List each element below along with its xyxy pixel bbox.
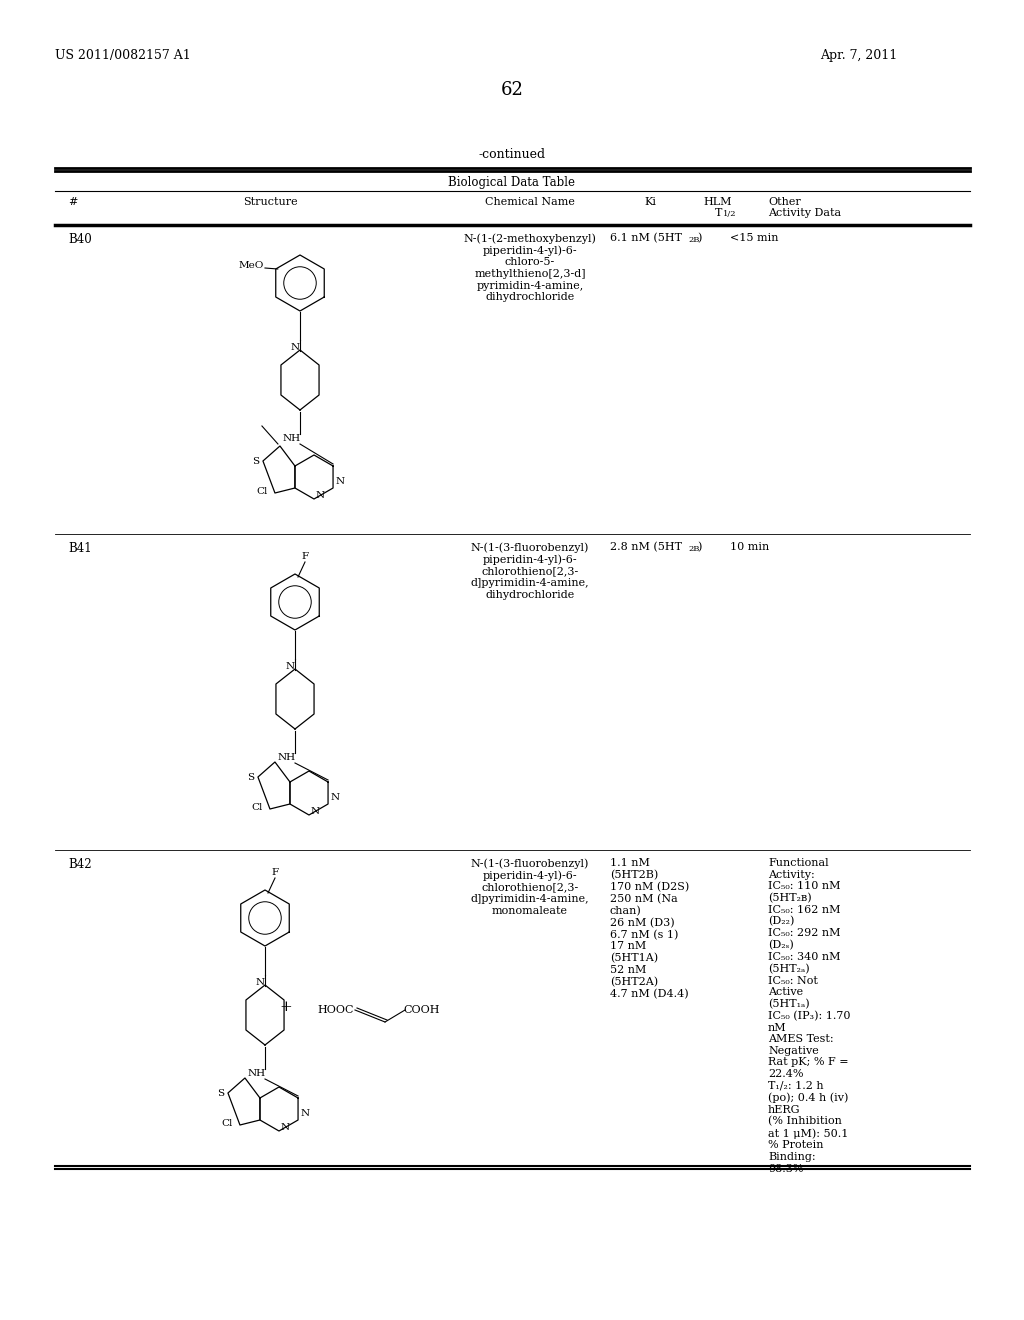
Text: N: N (286, 663, 295, 671)
Text: N-(1-(3-fluorobenzyl)
piperidin-4-yl)-6-
chlorothieno[2,3-
d]pyrimidin-4-amine,
: N-(1-(3-fluorobenzyl) piperidin-4-yl)-6-… (471, 543, 590, 599)
Text: 1.1 nM
(5HT2B)
170 nM (D2S)
250 nM (Na
chan)
26 nM (D3)
6.7 nM (s 1)
17 nM
(5HT1: 1.1 nM (5HT2B) 170 nM (D2S) 250 nM (Na c… (610, 858, 689, 999)
Text: 6.1 nM (5HT: 6.1 nM (5HT (610, 234, 682, 243)
Text: B42: B42 (68, 858, 91, 871)
Text: <15 min: <15 min (730, 234, 778, 243)
Text: Activity Data: Activity Data (768, 209, 841, 218)
Text: N: N (281, 1122, 290, 1131)
Text: N: N (335, 478, 344, 487)
Text: COOH: COOH (403, 1005, 439, 1015)
Text: HOOC: HOOC (317, 1005, 353, 1015)
Text: T: T (715, 209, 722, 218)
Text: S: S (252, 457, 259, 466)
Text: Structure: Structure (243, 197, 297, 207)
Text: -continued: -continued (478, 149, 546, 161)
Text: N-(1-(3-fluorobenzyl)
piperidin-4-yl)-6-
chlorothieno[2,3-
d]pyrimidin-4-amine,
: N-(1-(3-fluorobenzyl) piperidin-4-yl)-6-… (471, 858, 590, 916)
Text: N: N (330, 793, 339, 803)
Text: N: N (255, 978, 264, 987)
Text: F: F (301, 552, 308, 561)
Text: MeO: MeO (239, 261, 264, 271)
Text: ): ) (697, 234, 701, 243)
Text: 10 min: 10 min (730, 543, 769, 552)
Text: Cl: Cl (221, 1118, 232, 1127)
Text: N: N (291, 343, 300, 352)
Text: N: N (311, 807, 321, 816)
Text: NH: NH (248, 1069, 266, 1078)
Text: S: S (217, 1089, 224, 1097)
Text: B40: B40 (68, 234, 92, 246)
Text: Other: Other (768, 197, 801, 207)
Text: F: F (271, 869, 279, 876)
Text: 2B: 2B (688, 236, 699, 244)
Text: Ki: Ki (644, 197, 656, 207)
Text: Apr. 7, 2011: Apr. 7, 2011 (820, 49, 897, 62)
Text: Biological Data Table: Biological Data Table (449, 176, 575, 189)
Text: 2B: 2B (688, 545, 699, 553)
Text: N-(1-(2-methoxybenzyl)
piperidin-4-yl)-6-
chloro-5-
methylthieno[2,3-d]
pyrimidi: N-(1-(2-methoxybenzyl) piperidin-4-yl)-6… (464, 234, 596, 302)
Text: Cl: Cl (257, 487, 268, 495)
Text: NH: NH (278, 752, 296, 762)
Text: N: N (300, 1110, 309, 1118)
Text: +: + (279, 1001, 292, 1014)
Text: Cl: Cl (252, 803, 263, 812)
Text: ): ) (697, 543, 701, 552)
Text: Chemical Name: Chemical Name (485, 197, 574, 207)
Text: Functional
Activity:
IC₅₀: 110 nM
(5HT₂ʙ)
IC₅₀: 162 nM
(D₂₂)
IC₅₀: 292 nM
(D₂ₛ)
: Functional Activity: IC₅₀: 110 nM (5HT₂ʙ… (768, 858, 851, 1173)
Text: #: # (68, 197, 78, 207)
Text: US 2011/0082157 A1: US 2011/0082157 A1 (55, 49, 190, 62)
Text: NH: NH (283, 434, 301, 444)
Text: 1/2: 1/2 (723, 210, 736, 218)
Text: B41: B41 (68, 543, 91, 554)
Text: 2.8 nM (5HT: 2.8 nM (5HT (610, 543, 682, 552)
Text: S: S (247, 772, 254, 781)
Text: HLM: HLM (703, 197, 732, 207)
Text: N: N (316, 491, 326, 499)
Text: 62: 62 (501, 81, 523, 99)
